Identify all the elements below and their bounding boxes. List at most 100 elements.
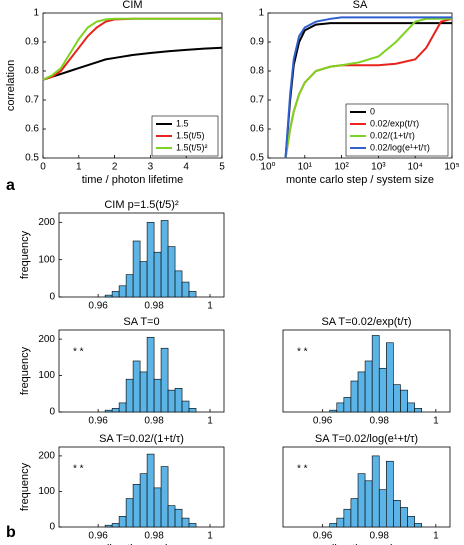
legend-label: 0.02/log(e¹+t/τ) — [370, 142, 430, 152]
bar — [132, 360, 141, 413]
chart-title: SA T=0 — [123, 316, 159, 328]
data-line — [284, 17, 452, 159]
bar — [393, 384, 401, 413]
y-tick-label: 0.6 — [25, 124, 39, 135]
x-tick-label: 10⁰ — [260, 162, 275, 173]
y-tick-label: 200 — [38, 451, 55, 462]
bar — [153, 487, 162, 528]
bar — [174, 508, 183, 528]
legend-label: 1.5(t/5)² — [176, 142, 208, 152]
bar — [386, 342, 394, 413]
x-axis-label: direction cosine — [103, 543, 179, 545]
bar — [336, 402, 345, 413]
bar — [118, 516, 127, 528]
x-axis-label: time / photon lifetime — [82, 174, 184, 186]
data-line — [284, 16, 452, 159]
bar — [118, 402, 127, 413]
bar — [364, 360, 373, 413]
x-tick-label: 0.96 — [88, 416, 108, 427]
bar — [160, 466, 169, 528]
y-axis-label: frequency — [19, 230, 31, 279]
bar — [174, 270, 183, 298]
bar — [104, 524, 113, 528]
legend-label: 0.02/exp(t/τ) — [370, 118, 419, 128]
bar — [139, 261, 148, 298]
x-tick-label: 0.98 — [144, 416, 164, 427]
bar — [407, 516, 415, 528]
bar — [343, 508, 352, 528]
legend-label: 1.5 — [176, 118, 189, 128]
y-tick-label: 0.7 — [250, 95, 264, 106]
annotation: * * — [297, 464, 308, 475]
bar — [167, 246, 176, 298]
y-tick-label: 100 — [38, 486, 55, 497]
y-tick-label: 0.9 — [25, 37, 39, 48]
bar — [393, 500, 401, 528]
bar — [188, 291, 197, 298]
bar — [329, 523, 338, 528]
bar — [174, 388, 183, 413]
plot-frame — [267, 12, 453, 159]
x-tick-label: 4 — [183, 162, 189, 173]
bar — [414, 523, 422, 528]
bar — [153, 378, 162, 413]
bar — [104, 294, 113, 298]
y-tick-label: 1 — [33, 8, 39, 19]
bar — [378, 367, 387, 413]
bar — [111, 291, 120, 298]
x-tick-label: 0 — [40, 162, 46, 173]
y-axis-label: correlation — [5, 60, 17, 111]
annotation: * * — [297, 347, 308, 358]
y-axis-label: frequency — [19, 346, 31, 395]
y-axis-label: frequency — [19, 462, 31, 511]
y-tick-label: 0 — [49, 292, 55, 303]
bar — [371, 335, 380, 413]
bar — [357, 371, 366, 413]
panel-label: b — [6, 524, 16, 541]
y-tick-label: 0.8 — [250, 66, 264, 77]
y-tick-label: 0 — [49, 407, 55, 418]
y-tick-label: 0.6 — [250, 124, 264, 135]
x-tick-label: 1 — [433, 416, 439, 427]
bar — [125, 274, 134, 298]
bar — [160, 347, 169, 413]
bar — [336, 517, 345, 528]
y-tick-label: 0.7 — [25, 95, 39, 106]
bar — [181, 400, 190, 413]
bar — [111, 408, 120, 413]
chart-title: SA T=0.02/log(e¹+t/τ) — [315, 433, 418, 445]
chart-title: CIM — [122, 0, 142, 11]
legend-label: 0 — [370, 106, 375, 116]
bar — [125, 498, 134, 528]
bar — [386, 460, 394, 528]
y-tick-label: 200 — [38, 334, 55, 345]
data-line — [42, 17, 222, 81]
x-tick-label: 1 — [76, 162, 82, 173]
bar — [146, 222, 155, 298]
legend-label: 0.02/(1+t/τ) — [370, 130, 415, 140]
bar — [357, 473, 366, 528]
bar — [188, 523, 197, 528]
y-tick-label: 1 — [258, 8, 264, 19]
bar — [329, 409, 338, 413]
x-tick-label: 0.98 — [370, 531, 390, 542]
data-line — [42, 46, 223, 81]
bar — [343, 397, 352, 413]
data-line — [284, 22, 452, 159]
x-tick-label: 1 — [207, 416, 213, 427]
x-tick-label: 0.96 — [313, 416, 333, 427]
y-tick-label: 200 — [38, 217, 55, 228]
bar — [181, 281, 190, 298]
annotation: * * — [73, 347, 84, 358]
x-tick-label: 1 — [207, 531, 213, 542]
x-tick-label: 10⁴ — [407, 162, 422, 173]
plot-frame — [42, 12, 223, 159]
y-tick-label: 0.5 — [25, 153, 39, 164]
x-tick-label: 0.98 — [144, 531, 164, 542]
bar — [132, 484, 141, 528]
y-tick-label: 0.8 — [25, 66, 39, 77]
bar — [146, 336, 155, 413]
x-tick-label: 0.98 — [144, 301, 164, 312]
bar — [371, 455, 380, 528]
